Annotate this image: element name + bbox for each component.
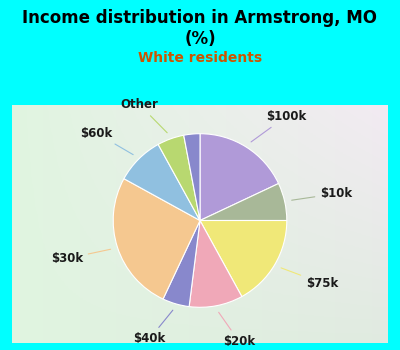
Wedge shape [163,220,200,307]
Wedge shape [200,220,287,296]
Text: $100k: $100k [251,110,306,142]
Text: $40k: $40k [133,310,173,345]
Wedge shape [113,179,200,299]
Text: $75k: $75k [281,268,338,290]
Wedge shape [124,145,200,220]
Text: $10k: $10k [292,187,352,200]
Text: City-Data.com: City-Data.com [260,132,324,141]
Text: $30k: $30k [51,249,111,265]
Wedge shape [200,183,287,220]
Text: Other: Other [120,98,167,133]
Wedge shape [189,220,242,307]
Text: $60k: $60k [80,127,133,155]
Text: (%): (%) [184,30,216,48]
Wedge shape [184,134,200,220]
Text: White residents: White residents [138,51,262,65]
Text: Income distribution in Armstrong, MO: Income distribution in Armstrong, MO [22,9,378,27]
Wedge shape [200,134,278,220]
Text: $20k: $20k [219,312,255,348]
Wedge shape [158,135,200,220]
